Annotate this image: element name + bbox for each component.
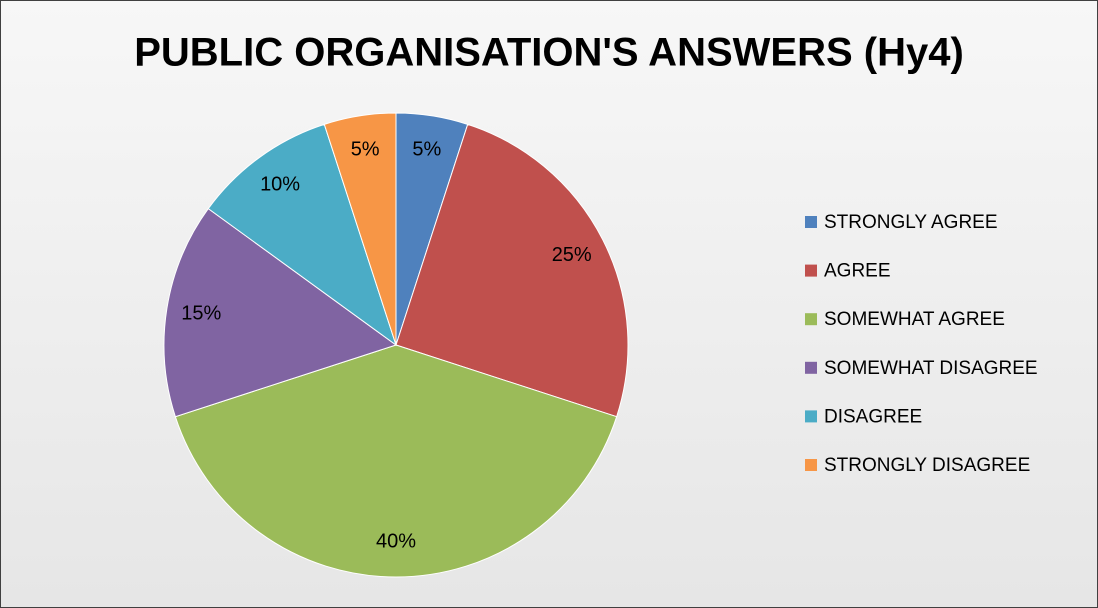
legend-label: SOMEWHAT DISAGREE xyxy=(824,358,1038,379)
pie-slice xyxy=(174,344,618,578)
legend-swatch xyxy=(805,264,817,277)
data-label: 40% xyxy=(376,530,416,552)
legend-swatch xyxy=(805,361,817,374)
legend-label: STRONGLY DISAGREE xyxy=(824,455,1030,476)
legend-swatch xyxy=(805,313,817,326)
legend-label: STRONGLY AGREE xyxy=(824,212,998,233)
legend-swatch xyxy=(805,459,817,471)
legend-swatch xyxy=(805,216,817,228)
legend-label: DISAGREE xyxy=(824,406,922,427)
pie-slice xyxy=(163,207,398,418)
data-label: 25% xyxy=(552,244,592,266)
legend-label: SOMEWHAT AGREE xyxy=(824,309,1005,330)
data-label: 15% xyxy=(181,302,221,324)
data-label: 5% xyxy=(351,139,380,161)
pie-slice xyxy=(207,123,397,347)
legend-label: AGREE xyxy=(824,261,891,282)
data-label: 5% xyxy=(412,139,441,161)
data-label: 10% xyxy=(260,174,300,196)
pie-slice xyxy=(395,123,629,418)
pie-slice xyxy=(323,112,397,346)
legend-swatch xyxy=(805,410,817,423)
chart-title: PUBLIC ORGANISATION'S ANSWERS (Hy4) xyxy=(134,31,964,75)
